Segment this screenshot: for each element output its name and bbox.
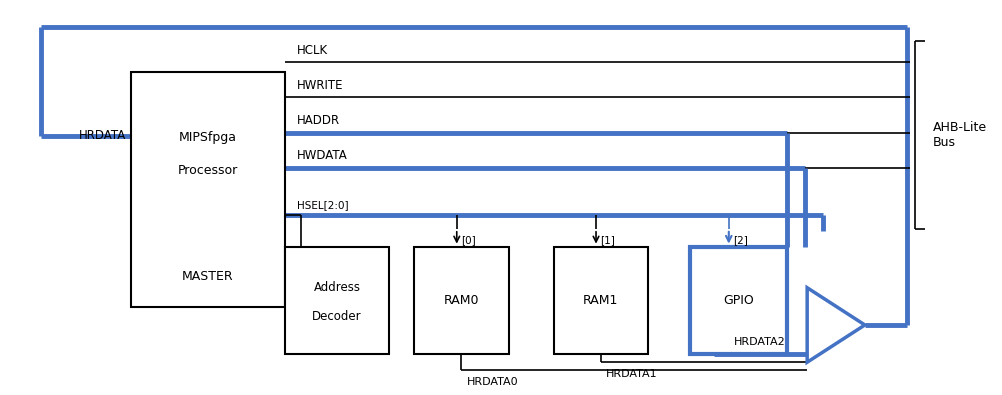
Text: Address: Address <box>314 281 361 294</box>
Text: RAM1: RAM1 <box>583 294 618 307</box>
Text: [2]: [2] <box>732 235 747 245</box>
Text: Decoder: Decoder <box>313 310 362 323</box>
Text: [0]: [0] <box>461 235 476 245</box>
Text: HADDR: HADDR <box>297 114 340 127</box>
Text: HRDATA: HRDATA <box>78 129 125 142</box>
Text: HCLK: HCLK <box>297 43 328 56</box>
Text: AHB-Lite
Bus: AHB-Lite Bus <box>933 121 987 149</box>
Text: HWRITE: HWRITE <box>297 79 344 92</box>
FancyBboxPatch shape <box>414 246 509 354</box>
Text: GPIO: GPIO <box>723 294 754 307</box>
Text: MASTER: MASTER <box>182 270 233 283</box>
Text: HRDATA0: HRDATA0 <box>467 377 518 387</box>
Text: RAM0: RAM0 <box>444 294 479 307</box>
Text: [1]: [1] <box>600 235 615 245</box>
Polygon shape <box>808 288 865 362</box>
Text: Processor: Processor <box>177 164 237 177</box>
Text: HRDATA2: HRDATA2 <box>734 337 786 346</box>
Text: HSEL[2:0]: HSEL[2:0] <box>297 200 349 210</box>
FancyBboxPatch shape <box>130 72 285 307</box>
FancyBboxPatch shape <box>553 246 648 354</box>
Text: MIPSfpga: MIPSfpga <box>178 132 236 145</box>
FancyBboxPatch shape <box>689 246 788 354</box>
Text: HRDATA1: HRDATA1 <box>606 369 657 379</box>
FancyBboxPatch shape <box>285 246 390 354</box>
Text: HWDATA: HWDATA <box>297 149 348 162</box>
